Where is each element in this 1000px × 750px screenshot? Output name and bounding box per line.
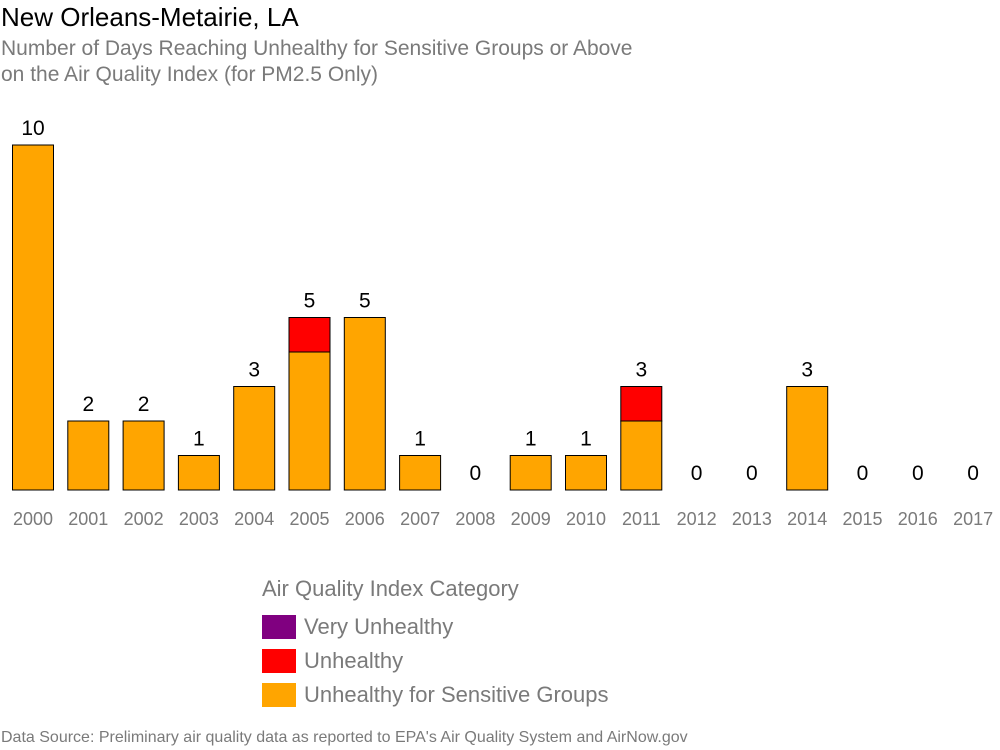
x-tick-label-2002: 2002: [124, 509, 164, 529]
bar-2011-series-1: [620, 386, 663, 422]
x-tick-label-2013: 2013: [732, 509, 772, 529]
bar-2000-series-0: [12, 144, 54, 491]
chart-subtitle: Number of Days Reaching Unhealthy for Se…: [1, 36, 633, 88]
x-tick-label-2001: 2001: [68, 509, 108, 529]
x-tick-label-2000: 2000: [13, 509, 53, 529]
bar-2001-series-0: [67, 420, 110, 491]
data-label-2009: 1: [525, 428, 537, 451]
legend-item-unhealthy: Unhealthy: [262, 644, 609, 678]
x-tick-label-2012: 2012: [677, 509, 717, 529]
x-tick-label-2009: 2009: [511, 509, 551, 529]
x-tick-label-2005: 2005: [289, 509, 329, 529]
data-label-2008: 0: [470, 462, 482, 485]
legend-swatch-unhealthy: [262, 649, 296, 673]
data-label-2011: 3: [635, 359, 647, 382]
bar-2011-series-0: [620, 420, 663, 491]
x-tick-label-2004: 2004: [234, 509, 274, 529]
legend-swatch-usg: [262, 683, 296, 707]
x-tick-label-2003: 2003: [179, 509, 219, 529]
data-label-2004: 3: [248, 359, 260, 382]
data-label-2001: 2: [82, 393, 94, 416]
bar-2003-series-0: [177, 455, 220, 491]
data-label-2014: 3: [801, 359, 813, 382]
data-label-2007: 1: [414, 428, 426, 451]
bar-2014-series-0: [786, 386, 829, 491]
legend-swatch-very-unhealthy: [262, 615, 296, 639]
legend: Air Quality Index Category Very Unhealth…: [262, 576, 609, 712]
x-tick-label-2015: 2015: [842, 509, 882, 529]
data-label-2002: 2: [138, 393, 150, 416]
data-label-2000: 10: [21, 117, 44, 140]
bar-2004-series-0: [233, 386, 276, 491]
data-label-2017: 0: [967, 462, 979, 485]
subtitle-line-2: on the Air Quality Index (for PM2.5 Only…: [1, 63, 378, 86]
bar-2005-series-1: [288, 317, 331, 353]
x-tick-label-2008: 2008: [455, 509, 495, 529]
x-tick-label-2016: 2016: [898, 509, 938, 529]
data-label-2010: 1: [580, 428, 592, 451]
data-label-2015: 0: [857, 462, 869, 485]
data-label-2016: 0: [912, 462, 924, 485]
legend-item-usg: Unhealthy for Sensitive Groups: [262, 678, 609, 712]
data-source-note: Data Source: Preliminary air quality dat…: [1, 729, 688, 746]
bar-2007-series-0: [399, 455, 442, 491]
legend-item-very-unhealthy: Very Unhealthy: [262, 610, 609, 644]
bar-2002-series-0: [122, 420, 165, 491]
legend-label-unhealthy: Unhealthy: [304, 648, 404, 673]
bar-chart: 1020002200122002120033200452005520061200…: [12, 117, 993, 529]
data-label-2012: 0: [691, 462, 703, 485]
data-label-2005: 5: [304, 290, 316, 313]
x-tick-label-2017: 2017: [953, 509, 993, 529]
legend-label-very-unhealthy: Very Unhealthy: [304, 614, 454, 639]
data-label-2006: 5: [359, 290, 371, 313]
data-label-2003: 1: [193, 428, 205, 451]
x-tick-label-2007: 2007: [400, 509, 440, 529]
bar-2009-series-0: [509, 455, 552, 491]
legend-title: Air Quality Index Category: [262, 576, 519, 601]
data-label-2013: 0: [746, 462, 758, 485]
subtitle-line-1: Number of Days Reaching Unhealthy for Se…: [1, 37, 633, 60]
x-tick-label-2011: 2011: [622, 509, 661, 529]
bar-2006-series-0: [343, 317, 386, 491]
bar-2005-series-0: [288, 351, 331, 491]
x-tick-label-2010: 2010: [566, 509, 606, 529]
x-tick-label-2014: 2014: [787, 509, 827, 529]
legend-label-usg: Unhealthy for Sensitive Groups: [304, 682, 609, 707]
x-tick-label-2006: 2006: [345, 509, 385, 529]
bar-2010-series-0: [565, 455, 607, 491]
chart-title: New Orleans-Metairie, LA: [1, 2, 299, 32]
